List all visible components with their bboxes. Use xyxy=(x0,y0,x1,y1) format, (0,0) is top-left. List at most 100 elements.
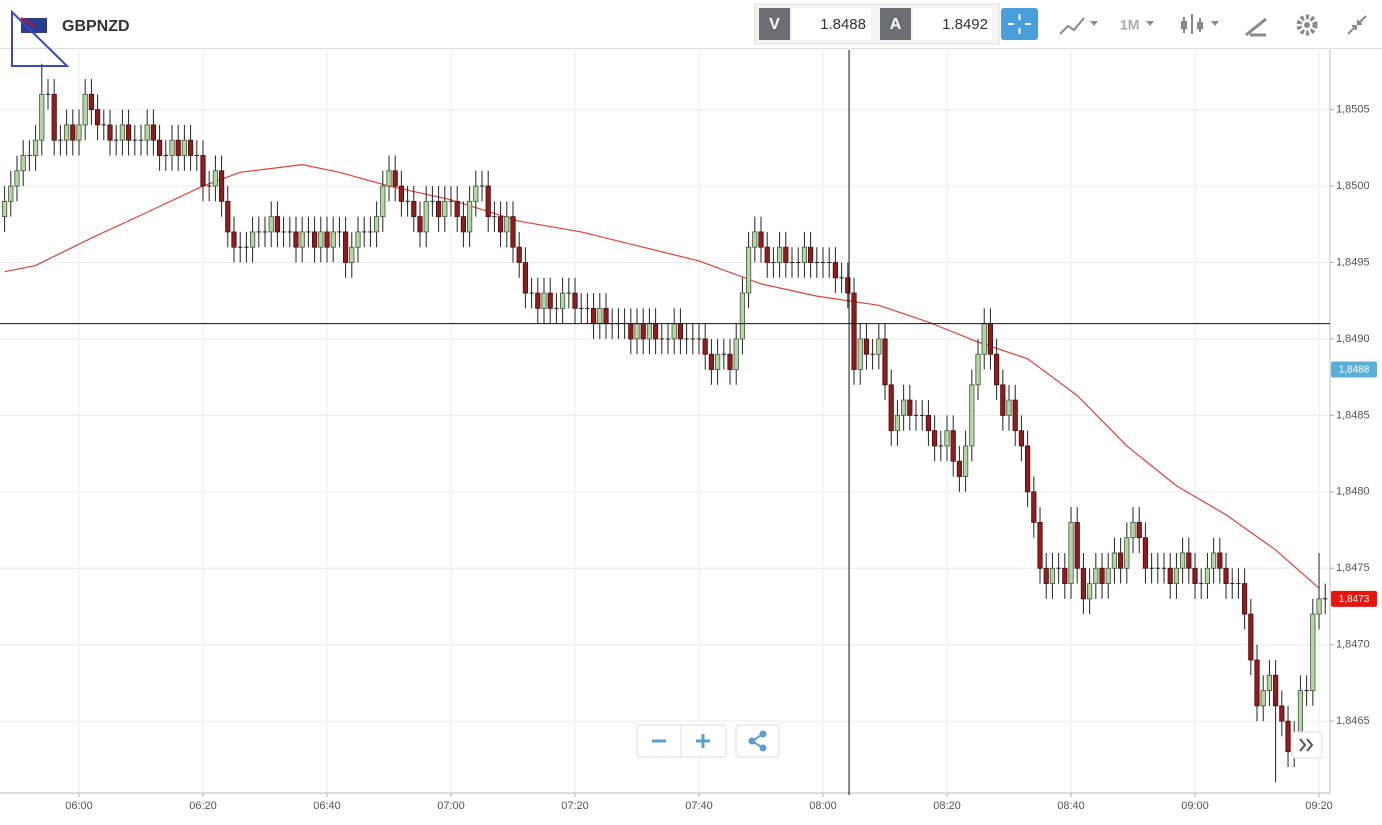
candle-body xyxy=(32,139,39,156)
candle-body xyxy=(832,262,839,279)
candle-body xyxy=(932,430,938,447)
draw-icon[interactable] xyxy=(1245,17,1267,37)
candle-body xyxy=(1068,522,1074,584)
candle-body xyxy=(318,231,324,248)
candle-body xyxy=(454,200,460,218)
candle-body xyxy=(882,338,888,386)
candle-body xyxy=(138,139,144,141)
candle-body xyxy=(541,292,547,309)
scroll-icon xyxy=(1299,738,1314,752)
y-tick-label: 1,8485 xyxy=(1336,409,1370,421)
timeframe[interactable]: 1M xyxy=(1120,17,1139,33)
candle-body xyxy=(597,307,603,325)
collapse-icon[interactable] xyxy=(1347,15,1367,35)
buy-price-box xyxy=(913,8,992,40)
candle-body xyxy=(671,323,677,340)
y-tick-label: 1,8500 xyxy=(1336,180,1370,192)
candle-body xyxy=(1,200,8,218)
candle-body xyxy=(1111,552,1118,569)
candle-body xyxy=(796,262,801,264)
candle-body xyxy=(522,262,529,294)
candle-body xyxy=(1062,567,1068,584)
candle-body xyxy=(1000,384,1006,416)
chart-type-icon[interactable] xyxy=(1059,17,1085,35)
candle-body xyxy=(125,124,132,141)
settings-icon[interactable] xyxy=(1296,14,1318,36)
candle-body xyxy=(777,246,783,263)
crosshair-button[interactable] xyxy=(1001,8,1038,40)
candle-body xyxy=(82,93,88,126)
price-marker-label: 1,8473 xyxy=(1339,594,1370,605)
candle-body xyxy=(1310,613,1316,691)
candle-body xyxy=(218,170,225,202)
candle-body xyxy=(1180,552,1186,569)
candle-icon xyxy=(1197,22,1203,29)
candle-body xyxy=(1118,552,1124,569)
candle-body xyxy=(262,231,268,233)
candle-body xyxy=(392,170,398,187)
settings-icon xyxy=(1304,22,1310,28)
candle-body xyxy=(237,246,243,248)
candle-body xyxy=(925,414,932,432)
candle-body xyxy=(330,231,336,248)
candle-body xyxy=(460,216,467,233)
sell-price-box xyxy=(792,8,871,40)
candle-body xyxy=(814,262,820,264)
candle-body xyxy=(721,353,727,355)
candle-body xyxy=(994,353,1000,386)
candle-body xyxy=(901,399,907,416)
sell-button[interactable] xyxy=(759,8,790,40)
candle-body xyxy=(783,246,789,263)
candle-body xyxy=(845,277,851,294)
share-icon xyxy=(759,730,767,738)
candle-body xyxy=(659,338,665,340)
candle-body xyxy=(119,124,125,141)
candle-body xyxy=(225,200,231,233)
x-tick-label: 06:00 xyxy=(65,800,93,812)
candle-body xyxy=(492,216,497,218)
candle-body xyxy=(1043,567,1049,584)
y-tick-label: 1,8470 xyxy=(1336,639,1370,651)
candle-body xyxy=(212,170,218,187)
candle-body xyxy=(863,338,870,355)
share-button[interactable] xyxy=(735,724,780,758)
candle-body xyxy=(1297,690,1304,737)
candle-body xyxy=(1186,552,1192,569)
candle-body xyxy=(1105,567,1111,584)
candle-body xyxy=(76,124,82,141)
candle-body xyxy=(181,139,187,156)
scroll-right-button[interactable] xyxy=(1291,731,1323,759)
price-marker-label: 1,8488 xyxy=(1339,365,1370,376)
candle-body xyxy=(585,307,590,309)
candle-body xyxy=(1099,567,1105,584)
candle-body xyxy=(1173,567,1180,584)
candle-body xyxy=(640,323,646,340)
candle-body xyxy=(1199,583,1204,585)
buy-button[interactable] xyxy=(880,8,911,40)
candle-body xyxy=(256,231,261,233)
candle-body xyxy=(504,216,510,233)
candle-body xyxy=(479,185,485,187)
candle-body xyxy=(324,231,330,248)
x-tick-label: 07:00 xyxy=(437,800,465,812)
candle-body xyxy=(169,139,175,156)
candle-body xyxy=(244,246,249,248)
zoom-in[interactable] xyxy=(696,734,710,748)
candle-body xyxy=(907,399,913,416)
x-tick-label: 08:40 xyxy=(1057,800,1085,812)
candle-body xyxy=(368,231,373,233)
candle-body xyxy=(758,231,764,248)
candle-body xyxy=(436,200,442,218)
candle-body xyxy=(200,155,206,187)
candle-body xyxy=(554,307,559,309)
candle-body xyxy=(386,170,392,187)
toolbar xyxy=(0,0,1382,48)
candle-body xyxy=(963,445,969,477)
candle-body xyxy=(1230,583,1235,585)
candle-body xyxy=(1217,552,1223,569)
candle-body xyxy=(827,262,832,264)
y-tick-label: 1,8505 xyxy=(1336,104,1370,116)
candle-body xyxy=(473,185,479,202)
